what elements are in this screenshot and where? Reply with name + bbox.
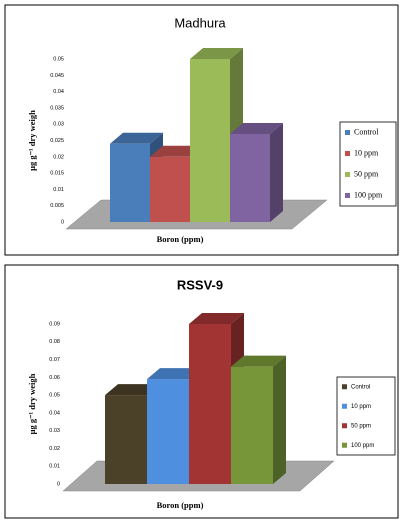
legend-label: 50 ppm bbox=[351, 423, 371, 429]
x-axis-label: Boron (ppm) bbox=[157, 234, 204, 244]
legend bbox=[339, 121, 397, 207]
legend-swatch bbox=[345, 130, 350, 135]
bar-side bbox=[273, 355, 286, 484]
bar bbox=[150, 156, 190, 222]
chart-title: RSSV-9 bbox=[177, 277, 223, 292]
bar bbox=[110, 143, 150, 222]
bar-top bbox=[110, 132, 163, 144]
y-tick-label: 0.09 bbox=[49, 321, 60, 327]
y-tick-label: 0.04 bbox=[49, 410, 60, 416]
legend-label: 10 ppm bbox=[351, 404, 371, 410]
legend-swatch bbox=[345, 172, 350, 177]
legend-swatch bbox=[342, 384, 347, 390]
bar-top bbox=[230, 122, 283, 134]
bar-side bbox=[270, 122, 283, 222]
y-tick-label: 0.08 bbox=[49, 339, 60, 345]
legend bbox=[336, 376, 396, 456]
bar-top bbox=[189, 313, 244, 324]
legend-swatch bbox=[342, 442, 347, 448]
y-axis-label: μg g⁻¹ dry weigh bbox=[27, 110, 37, 171]
y-tick-label: 0.025 bbox=[50, 138, 64, 144]
bar-top bbox=[147, 368, 202, 380]
chart-title: Madhura bbox=[174, 15, 226, 30]
y-tick-label: 0.03 bbox=[53, 122, 64, 128]
bar bbox=[189, 324, 231, 484]
bar bbox=[190, 59, 230, 222]
y-tick-label: 0.01 bbox=[49, 464, 60, 470]
y-tick-label: 0.05 bbox=[53, 56, 64, 62]
legend-label: 100 ppm bbox=[351, 443, 374, 449]
bar-top bbox=[231, 355, 286, 367]
legend-label: Control bbox=[351, 384, 370, 390]
bar bbox=[230, 133, 270, 222]
legend-label: 50 ppm bbox=[354, 169, 379, 178]
legend-swatch bbox=[342, 403, 347, 409]
y-tick-label: 0 bbox=[61, 219, 64, 225]
y-tick-label: 0.04 bbox=[53, 89, 64, 95]
y-tick-label: 0.05 bbox=[49, 393, 60, 399]
y-tick-label: 0.07 bbox=[49, 357, 60, 363]
bar bbox=[105, 395, 147, 484]
bar bbox=[147, 379, 189, 484]
legend-swatch bbox=[342, 423, 347, 429]
y-tick-label: 0.035 bbox=[50, 105, 64, 111]
y-tick-label: 0 bbox=[57, 481, 60, 487]
y-axis-label: μg g⁻¹ dry weigh bbox=[27, 373, 37, 434]
y-tick-label: 0.03 bbox=[49, 428, 60, 434]
bar-top bbox=[190, 48, 243, 59]
x-axis-label: Boron (ppm) bbox=[157, 500, 204, 510]
y-tick-label: 0.02 bbox=[53, 154, 64, 160]
legend-swatch bbox=[345, 151, 350, 156]
y-tick-label: 0.01 bbox=[53, 187, 64, 193]
y-tick-label: 0.02 bbox=[49, 446, 60, 452]
legend-label: 100 ppm bbox=[354, 190, 383, 199]
bar-top bbox=[150, 145, 203, 157]
y-tick-label: 0.005 bbox=[50, 203, 64, 209]
bar-top bbox=[105, 384, 160, 396]
legend-label: 10 ppm bbox=[354, 148, 379, 157]
legend-label: Control bbox=[354, 127, 379, 136]
y-tick-label: 0.045 bbox=[50, 73, 64, 79]
y-tick-label: 0.015 bbox=[50, 171, 64, 177]
bar bbox=[231, 366, 273, 484]
legend-swatch bbox=[345, 193, 350, 198]
y-tick-label: 0.06 bbox=[49, 375, 60, 381]
